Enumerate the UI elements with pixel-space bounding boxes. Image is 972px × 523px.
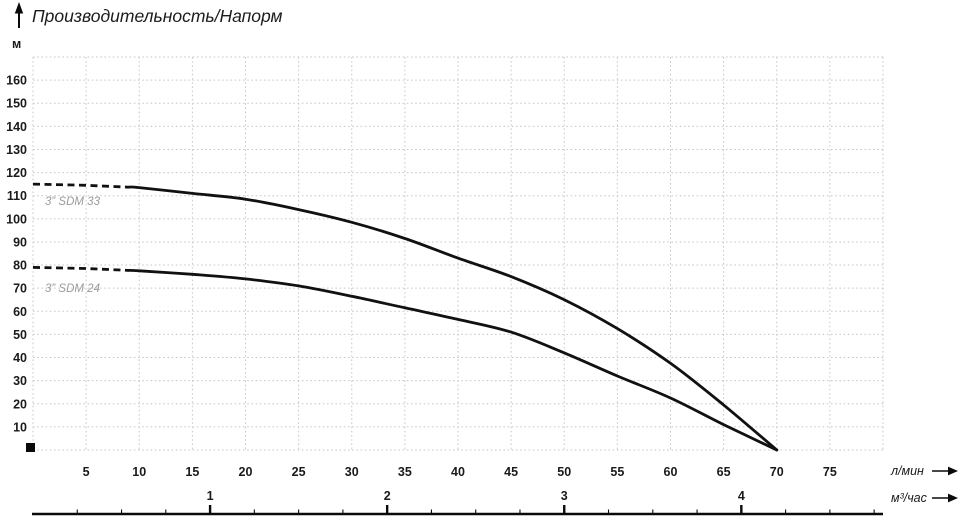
y-axis-arrow-icon bbox=[14, 2, 24, 28]
y-tick-label: 70 bbox=[13, 282, 27, 296]
series-label-sdm33: 3” SDM 33 bbox=[45, 196, 100, 208]
x-tick-label: 70 bbox=[770, 465, 784, 479]
series-label-sdm24: 3” SDM 24 bbox=[45, 283, 100, 295]
x-tick-label: 30 bbox=[345, 465, 359, 479]
y-tick-label: 140 bbox=[6, 120, 27, 134]
x-axis-secondary-unit-label: м³/час bbox=[891, 491, 927, 505]
curve-sdm24 bbox=[127, 268, 779, 452]
x-tick-label: 20 bbox=[239, 465, 253, 479]
y-tick-label: 20 bbox=[13, 397, 27, 411]
curve-dashed-sdm33 bbox=[32, 182, 129, 189]
y-tick-label: 110 bbox=[7, 189, 27, 203]
x-tick-label: 25 bbox=[292, 465, 306, 479]
x-tick-label: 35 bbox=[398, 465, 412, 479]
x-tick-label: 75 bbox=[823, 465, 837, 479]
x-axis-primary-unit-label: л/мин bbox=[891, 464, 924, 478]
x-tick-label: 55 bbox=[610, 465, 624, 479]
y-tick-label: 120 bbox=[6, 166, 27, 180]
x2-tick-label: 2 bbox=[384, 489, 391, 503]
x-tick-label: 65 bbox=[717, 465, 731, 479]
x2-tick-label: 3 bbox=[561, 489, 568, 503]
y-tick-label: 60 bbox=[13, 305, 27, 319]
y-tick-label: 30 bbox=[13, 374, 27, 388]
y-tick-label: 50 bbox=[13, 328, 27, 342]
x2-tick-label: 4 bbox=[738, 489, 745, 503]
y-tick-label: 160 bbox=[6, 74, 27, 88]
y-tick-label: 100 bbox=[6, 212, 27, 226]
y-tick-label: 90 bbox=[13, 235, 27, 249]
y-tick-label: 150 bbox=[6, 97, 27, 111]
x-tick-label: 45 bbox=[504, 465, 518, 479]
y-tick-label: 10 bbox=[13, 420, 27, 434]
y-tick-label: 80 bbox=[13, 259, 27, 273]
y-tick-label: 130 bbox=[6, 143, 27, 157]
x-axis-secondary-arrow-icon bbox=[932, 493, 958, 503]
x-tick-label: 60 bbox=[664, 465, 678, 479]
origin-marker-square bbox=[26, 443, 35, 452]
x-tick-label: 50 bbox=[557, 465, 571, 479]
curve-sdm33 bbox=[127, 185, 779, 452]
curve-dashed-sdm24 bbox=[32, 266, 129, 272]
x-tick-label: 10 bbox=[132, 465, 146, 479]
x2-tick-label: 1 bbox=[207, 489, 214, 503]
x-tick-label: 15 bbox=[185, 465, 199, 479]
chart-title: Производительность/Напорм bbox=[32, 6, 283, 26]
x-axis-primary-arrow-icon bbox=[932, 466, 958, 476]
y-tick-label: 40 bbox=[13, 351, 27, 365]
x-tick-label: 40 bbox=[451, 465, 465, 479]
y-axis-unit-label: м bbox=[12, 37, 22, 51]
x-tick-label: 5 bbox=[83, 465, 90, 479]
